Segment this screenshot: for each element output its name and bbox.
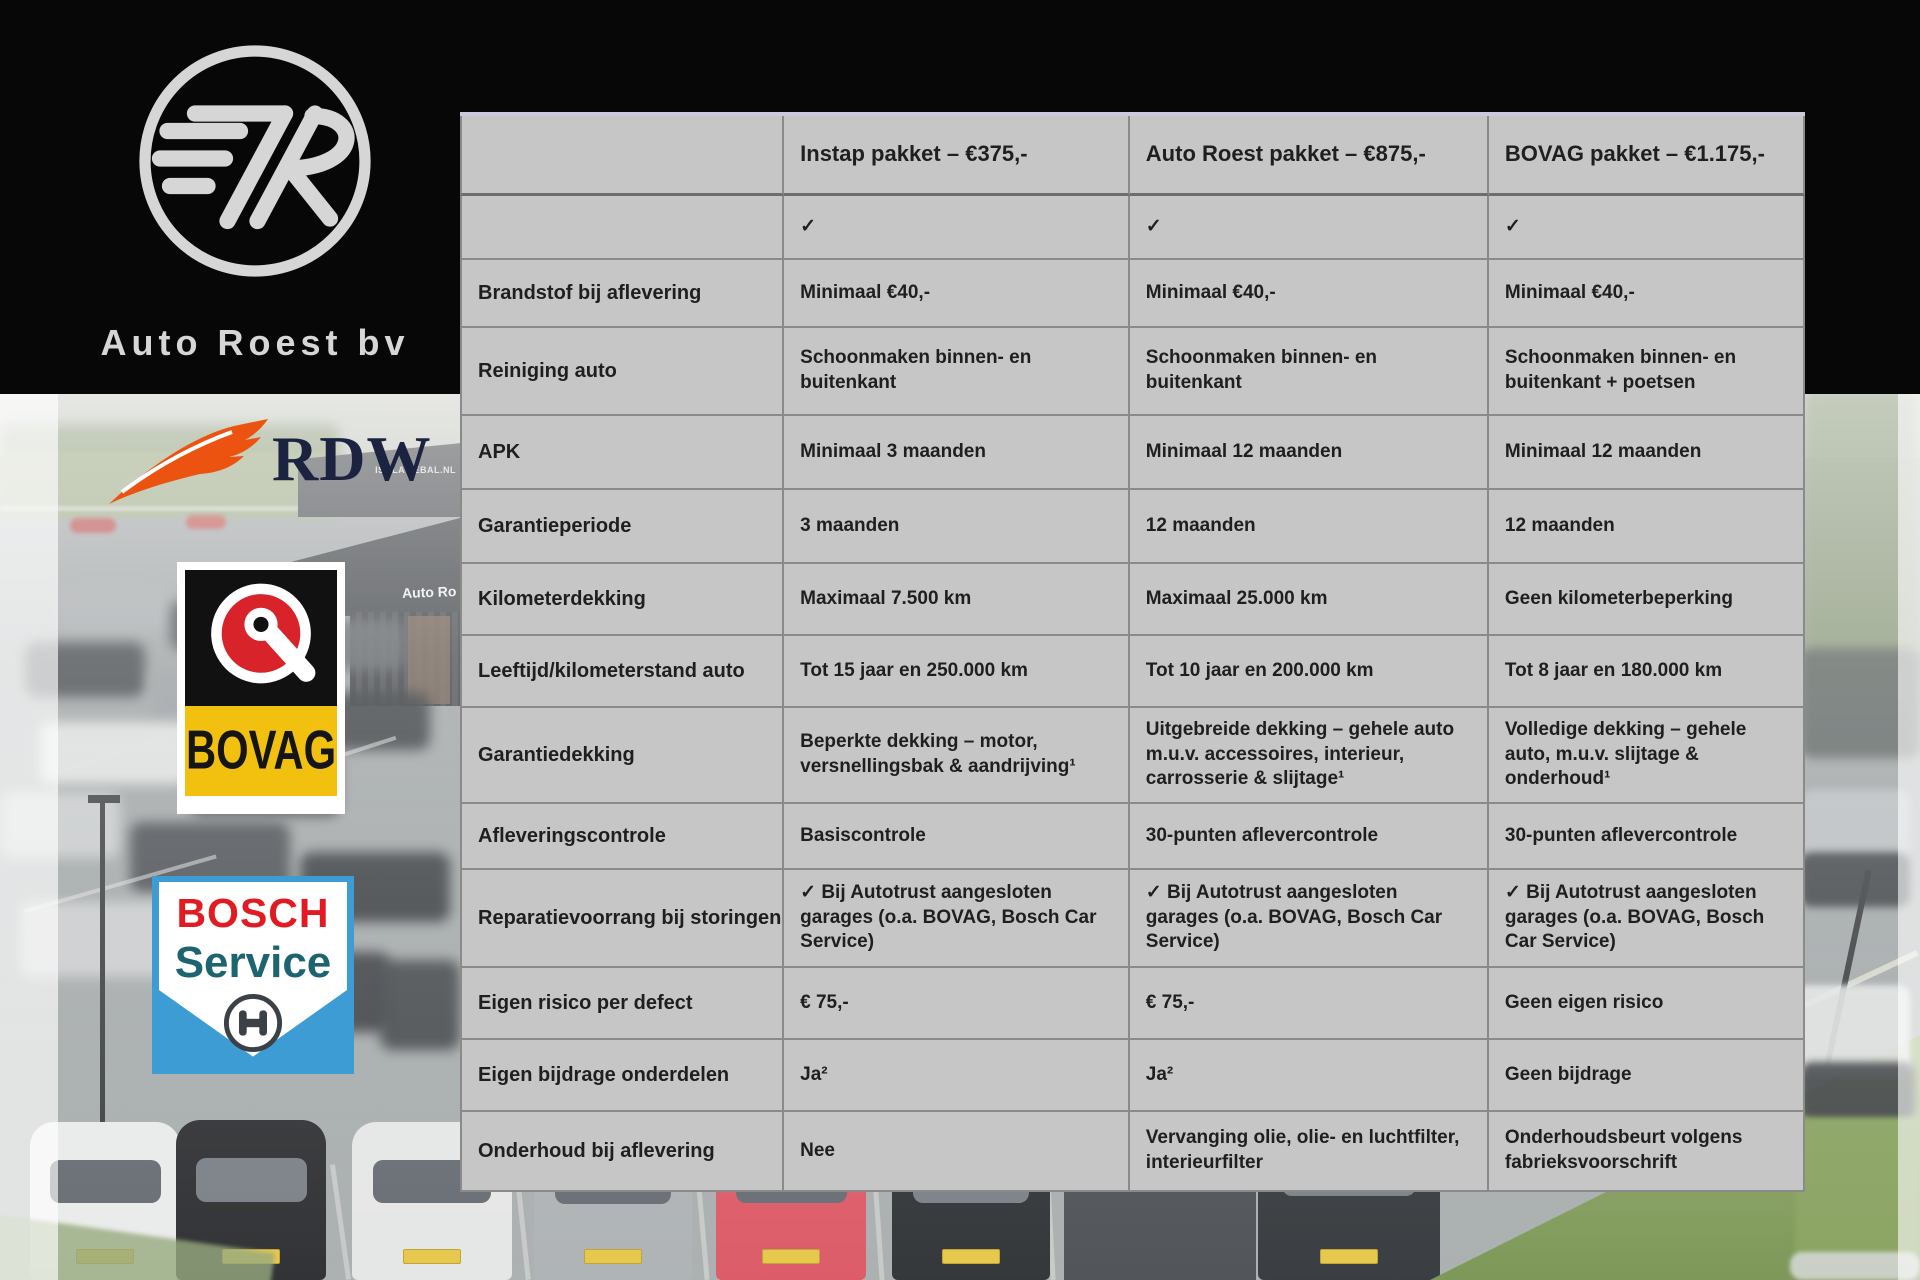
parked-car (380, 960, 460, 1050)
row-label: Garantiedekking (460, 708, 785, 804)
corner-cell (460, 116, 785, 196)
cell: Minimaal 3 maanden (784, 416, 1130, 490)
showroom-entrance (408, 616, 450, 704)
rdw-text: RDW (272, 423, 432, 494)
column-header: Instap pakket – €375,- (784, 116, 1130, 196)
cell: ✓ Bij Autotrust aangesloten garages (o.a… (784, 870, 1130, 968)
row-label: APK (460, 416, 785, 490)
row-label: Eigen bijdrage onderdelen (460, 1040, 785, 1112)
row-label: Brandstof bij aflevering (460, 260, 785, 328)
cell: Minimaal €40,- (1488, 260, 1805, 328)
column-header: BOVAG pakket – €1.175,- (1488, 116, 1805, 196)
license-plate (942, 1249, 1000, 1264)
cell: Tot 10 jaar en 200.000 km (1129, 636, 1489, 708)
cell: Vervanging olie, olie- en luchtfilter, i… (1129, 1112, 1489, 1192)
cell: Uitgebreide dekking – gehele auto m.u.v.… (1129, 708, 1489, 804)
cell: Schoonmaken binnen- en buitenkant (784, 328, 1130, 416)
photo-wash-right (1898, 394, 1920, 1280)
cell: Onderhoudsbeurt volgens fabrieksvoorschr… (1488, 1112, 1805, 1192)
license-plate (584, 1249, 642, 1264)
cell: Minimaal €40,- (784, 260, 1130, 328)
bovag-text: BOVAG (185, 719, 337, 781)
license-plate (1320, 1249, 1378, 1264)
cell: ✓ Bij Autotrust aangesloten garages (o.a… (1129, 870, 1489, 968)
parked-car (55, 585, 170, 633)
row-label: Onderhoud bij aflevering (460, 1112, 785, 1192)
cell: Nee (784, 1112, 1130, 1192)
row-label: Kilometerdekking (460, 564, 785, 636)
distant-red-car (70, 518, 116, 533)
auto-roest-name: Auto Roest bv (100, 322, 410, 363)
row-label: Eigen risico per defect (460, 968, 785, 1040)
photo-wash-left (0, 394, 58, 1280)
bosch-armature-icon (223, 993, 283, 1053)
cell: 12 maanden (1129, 490, 1489, 564)
row-label: Reparatievoorrang bij storingen (460, 870, 785, 968)
cell: ✓ (1129, 196, 1489, 260)
rdw-logo: RDW (104, 416, 430, 516)
cell: ✓ (784, 196, 1130, 260)
parked-car (1800, 790, 1910, 860)
lamppost-head (88, 795, 120, 803)
cell: € 75,- (784, 968, 1130, 1040)
bosch-text: BOSCH (176, 890, 330, 936)
bovag-logo: BOVAG (177, 562, 345, 814)
cell: Schoonmaken binnen- en buitenkant (1129, 328, 1489, 416)
row-label: Reiniging auto (460, 328, 785, 416)
cell: Beperkte dekking – motor, versnellingsba… (784, 708, 1130, 804)
cell: Geen eigen risico (1488, 968, 1805, 1040)
showroom-sign-text: Auto Ro (401, 583, 457, 601)
cell: Basiscontrole (784, 804, 1130, 870)
cell: Maximaal 25.000 km (1129, 564, 1489, 636)
cell: Tot 15 jaar en 250.000 km (784, 636, 1130, 708)
auto-roest-emblem-icon (139, 45, 371, 277)
column-header: Auto Roest pakket – €875,- (1129, 116, 1489, 196)
bovag-emblem-icon (185, 570, 337, 706)
cell: Maximaal 7.500 km (784, 564, 1130, 636)
cell: 3 maanden (784, 490, 1130, 564)
cell: 30-punten aflevercontrole (1488, 804, 1805, 870)
license-plate (762, 1249, 820, 1264)
parked-car (1800, 852, 1910, 907)
auto-roest-logo: Auto Roest bv (55, 0, 455, 394)
cell: Schoonmaken binnen- en buitenkant + poet… (1488, 328, 1805, 416)
cell: € 75,- (1129, 968, 1489, 1040)
cell: Minimaal 12 maanden (1488, 416, 1805, 490)
cell: Geen kilometerbeperking (1488, 564, 1805, 636)
cell: Ja² (784, 1040, 1130, 1112)
cell: Ja² (1129, 1040, 1489, 1112)
package-comparison-table: Instap pakket – €375,- Auto Roest pakket … (460, 112, 1805, 1192)
cell: Tot 8 jaar en 180.000 km (1488, 636, 1805, 708)
cell: Geen bijdrage (1488, 1040, 1805, 1112)
bosch-service-text: Service (174, 938, 332, 987)
row-label: Leeftijd/kilometerstand auto (460, 636, 785, 708)
distant-red-car (186, 515, 226, 529)
bosch-service-logo: BOSCH Service (152, 876, 354, 1074)
row-label (460, 196, 785, 260)
row-label: Afleveringscontrole (460, 804, 785, 870)
rdw-wing-icon (109, 419, 268, 504)
cell: 12 maanden (1488, 490, 1805, 564)
cell: ✓ (1488, 196, 1805, 260)
cell: Minimaal €40,- (1129, 260, 1489, 328)
cell: ✓ Bij Autotrust aangesloten garages (o.a… (1488, 870, 1805, 968)
cell: Minimaal 12 maanden (1129, 416, 1489, 490)
license-plate (403, 1249, 461, 1264)
row-label: Garantieperiode (460, 490, 785, 564)
cell: 30-punten aflevercontrole (1129, 804, 1489, 870)
bovag-band: BOVAG (185, 706, 337, 796)
cell: Volledige dekking – gehele auto, m.u.v. … (1488, 708, 1805, 804)
